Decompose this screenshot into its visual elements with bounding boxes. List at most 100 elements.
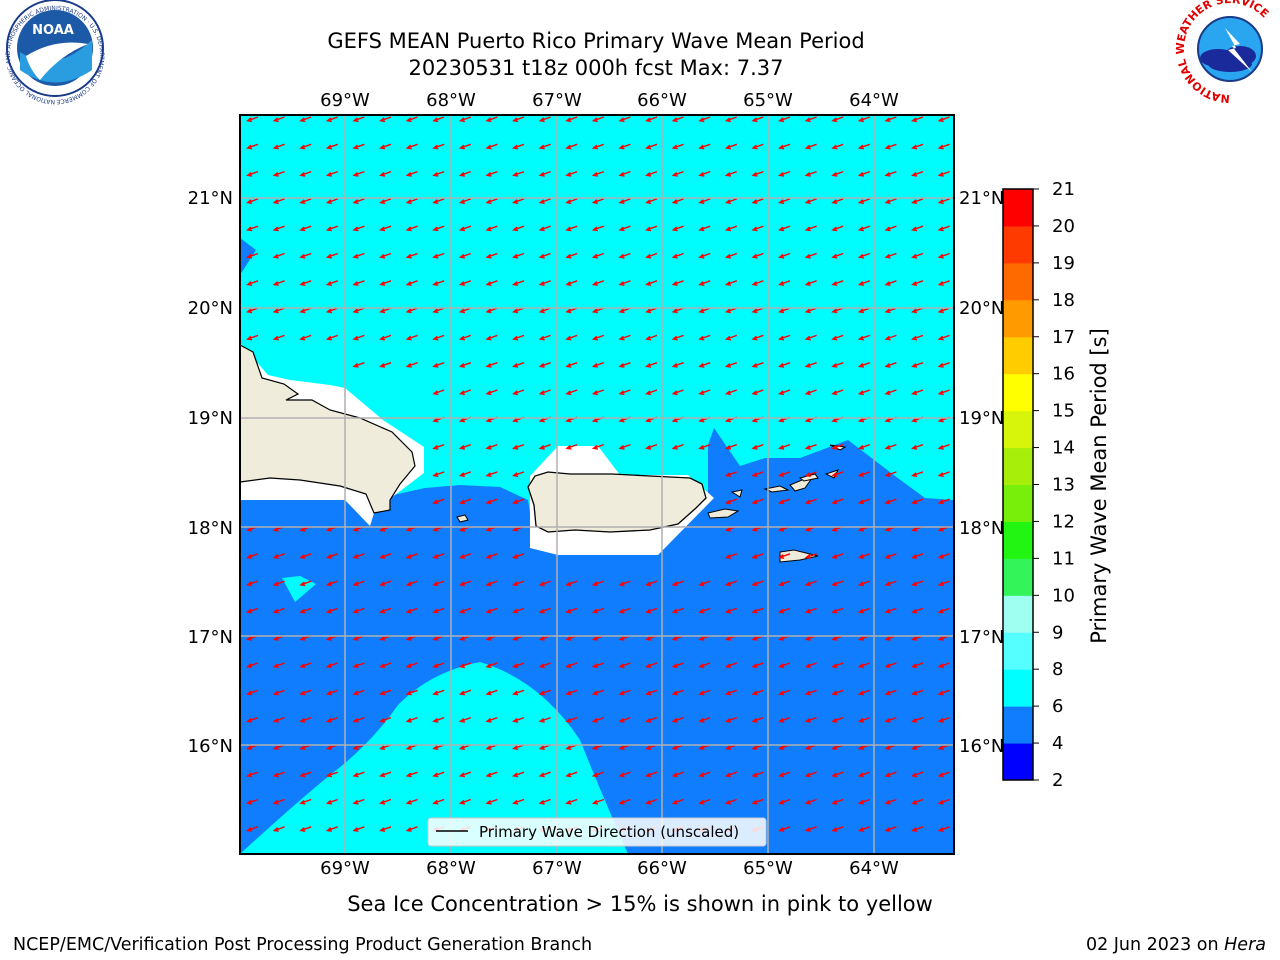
wave-arrow bbox=[884, 553, 897, 559]
wave-arrow bbox=[724, 116, 738, 123]
wave-arrow bbox=[379, 607, 392, 614]
wave-arrow bbox=[299, 826, 312, 832]
wave-arrow bbox=[804, 116, 817, 123]
wave-arrow bbox=[671, 443, 684, 450]
wave-arrow bbox=[565, 225, 578, 232]
wave-arrow bbox=[272, 280, 285, 286]
wave-arrow bbox=[325, 716, 339, 723]
wave-arrow bbox=[565, 280, 578, 286]
wave-arrow bbox=[618, 225, 631, 232]
wave-arrow bbox=[432, 443, 445, 450]
wave-arrow bbox=[432, 716, 445, 723]
lat-label: 20°N bbox=[959, 298, 1004, 319]
wave-arrow bbox=[432, 607, 445, 614]
wave-arrow bbox=[618, 116, 631, 123]
wave-arrow bbox=[458, 716, 472, 723]
wave-arrow bbox=[352, 252, 365, 259]
wave-arrow bbox=[831, 252, 844, 259]
wave-arrow bbox=[831, 553, 844, 559]
wave-arrow bbox=[272, 334, 285, 341]
wave-arrow bbox=[325, 334, 339, 341]
wave-arrow bbox=[246, 553, 259, 559]
wave-arrow bbox=[432, 689, 445, 696]
wave-arrow bbox=[272, 143, 285, 150]
wave-arrow bbox=[618, 771, 631, 778]
wave-arrow bbox=[645, 225, 658, 232]
wave-arrow bbox=[272, 607, 285, 614]
wave-arrow bbox=[618, 170, 631, 177]
wave-arrow bbox=[804, 689, 817, 696]
wave-arrow bbox=[857, 280, 871, 286]
colorbar-label: Primary Wave Mean Period [s] bbox=[1087, 328, 1111, 644]
colorbar-tick-label: 2 bbox=[1052, 770, 1063, 791]
wave-arrow bbox=[804, 280, 817, 286]
wave-arrow bbox=[698, 389, 711, 396]
wave-arrow bbox=[538, 580, 551, 587]
colorbar-tick-label: 14 bbox=[1052, 438, 1075, 459]
colorbar-tick-label: 8 bbox=[1052, 659, 1063, 680]
noaa-logo-text: NOAA bbox=[32, 23, 74, 38]
wave-arrow bbox=[937, 771, 950, 778]
wave-arrow bbox=[352, 362, 365, 368]
wave-arrow bbox=[751, 662, 764, 669]
wave-arrow bbox=[804, 798, 817, 805]
wave-arrow bbox=[751, 689, 764, 696]
wave-arrow bbox=[379, 362, 392, 368]
wave-arrow bbox=[352, 280, 365, 286]
wave-arrow bbox=[591, 771, 605, 778]
wave-arrow bbox=[246, 225, 259, 232]
wave-arrow bbox=[565, 689, 578, 696]
wave-arrow bbox=[405, 116, 418, 123]
wave-arrow bbox=[911, 252, 924, 259]
colorbar-tick-label: 19 bbox=[1052, 253, 1075, 274]
wave-arrow bbox=[352, 662, 365, 669]
wave-arrow bbox=[325, 607, 339, 614]
wave-arrow bbox=[618, 334, 631, 341]
wave-arrow bbox=[911, 170, 924, 177]
wave-arrow bbox=[485, 280, 498, 286]
wave-arrow bbox=[911, 225, 924, 232]
wave-arrow bbox=[645, 143, 658, 150]
wave-arrow bbox=[299, 170, 312, 177]
wave-arrow bbox=[751, 170, 764, 177]
wave-arrow bbox=[512, 580, 525, 587]
wave-arrow bbox=[432, 280, 445, 286]
wave-arrow bbox=[831, 389, 844, 396]
wave-arrow bbox=[857, 607, 871, 614]
wave-arrow bbox=[405, 580, 418, 587]
wave-arrow bbox=[591, 362, 605, 368]
wave-arrow bbox=[246, 607, 259, 614]
colorbar-tick-label: 18 bbox=[1052, 290, 1075, 311]
lon-label: 66°W bbox=[637, 90, 687, 111]
wave-arrow bbox=[565, 116, 578, 123]
wave-arrow bbox=[937, 225, 950, 232]
lat-label: 16°N bbox=[188, 736, 233, 757]
wave-arrow bbox=[591, 580, 605, 587]
colorbar-tick-label: 11 bbox=[1052, 548, 1075, 569]
wave-arrow bbox=[618, 143, 631, 150]
wave-arrow bbox=[325, 662, 339, 669]
wave-arrow bbox=[618, 689, 631, 696]
wave-arrow bbox=[911, 280, 924, 286]
wave-arrow bbox=[671, 716, 684, 723]
wave-arrow bbox=[299, 553, 312, 559]
colorbar-band bbox=[1003, 336, 1033, 375]
wave-arrow bbox=[778, 607, 791, 614]
wave-arrow bbox=[698, 607, 711, 614]
wave-arrow bbox=[831, 225, 844, 232]
wave-arrow bbox=[831, 826, 844, 832]
wave-arrow bbox=[724, 362, 738, 368]
wave-arrow bbox=[432, 580, 445, 587]
wave-arrow bbox=[618, 607, 631, 614]
wave-arrow bbox=[458, 362, 472, 368]
wave-arrow bbox=[645, 198, 658, 204]
wave-arrow bbox=[937, 580, 950, 587]
wave-arrow bbox=[724, 471, 738, 477]
wave-arrow bbox=[698, 362, 711, 368]
wave-arrow bbox=[272, 580, 285, 587]
wave-arrow bbox=[485, 553, 498, 559]
wave-arrow bbox=[405, 798, 418, 805]
wave-arrow bbox=[565, 798, 578, 805]
wave-arrow bbox=[246, 771, 259, 778]
wave-arrow bbox=[724, 143, 738, 150]
